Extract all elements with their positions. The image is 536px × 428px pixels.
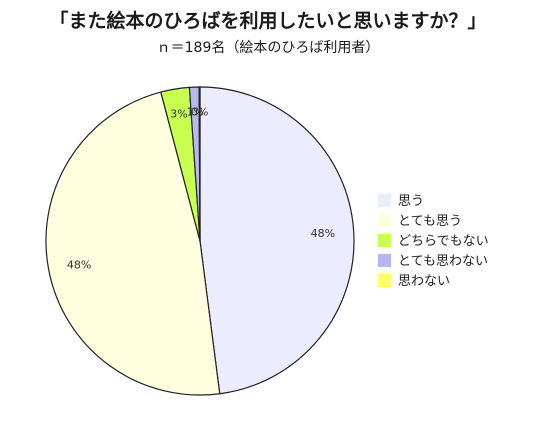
pie-value-label-4: 0%: [191, 106, 208, 119]
legend-swatch-2: [378, 234, 391, 247]
legend-swatch-1: [378, 214, 391, 227]
chart-title: 「また絵本のひろばを利用したいと思いますか？」: [49, 10, 487, 32]
pie-value-label-1: 48%: [67, 259, 91, 272]
legend-swatch-0: [378, 194, 391, 207]
pie-slice-1: [45, 91, 221, 396]
legend-label-2: どちらでもない: [398, 234, 489, 249]
legend-label-4: 思わない: [398, 274, 450, 289]
pie-value-label-3: 1%: [186, 106, 203, 119]
pie-slice-0: [199, 86, 355, 395]
legend-swatch-4: [378, 274, 391, 287]
pie-value-label-2: 3%: [170, 107, 187, 120]
legend-label-0: 思う: [398, 194, 424, 209]
pie-slices: [45, 86, 355, 396]
pie-value-labels: 48% 48% 3%1%0%: [67, 106, 335, 272]
legend-swatch-3: [378, 254, 391, 267]
pie-value-label-0: 48%: [311, 227, 335, 240]
chart-subtitle: ｎ＝189名（絵本のひろば利用者）: [156, 40, 380, 56]
pie-slice-4: [198, 86, 201, 242]
legend-label-3: とても思わない: [398, 254, 488, 269]
legend-label-1: とても思う: [398, 214, 462, 229]
